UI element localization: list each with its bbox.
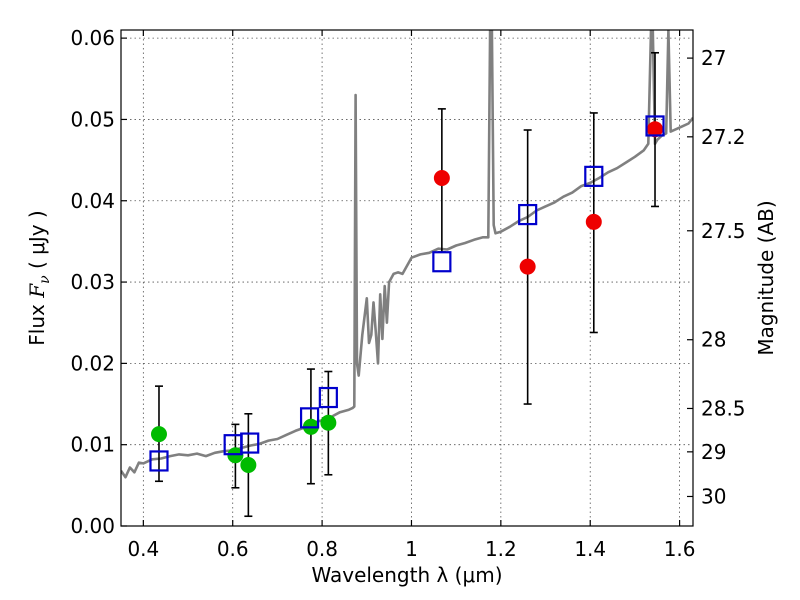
green-data-point	[240, 457, 257, 474]
x-tick-label: 1.6	[664, 537, 696, 561]
data-points	[150, 121, 664, 474]
magnitude-tick-label: 30	[701, 484, 726, 508]
model-band-square	[432, 251, 452, 273]
x-tick-label: 1.4	[574, 537, 606, 561]
model-band-square	[318, 386, 338, 409]
model-band-boxes	[149, 115, 665, 472]
magnitude-tick-label: 29	[701, 440, 726, 464]
y-tick-label: 0.03	[70, 270, 115, 294]
model-band-square	[299, 407, 320, 429]
axis-ticks: 0.4 0.6 0.8 1 1.2 1.4 1.6 0.00 0.01 0.02 0.03 0.04 0…	[70, 26, 745, 561]
green-data-point	[150, 426, 167, 443]
plot-frame	[120, 29, 694, 527]
x-tick-label: 0.8	[306, 537, 338, 561]
x-axis-label: Wavelength λ (μm)	[311, 563, 502, 587]
y-axis-label-left: Flux Fν ( μJy )	[25, 210, 53, 345]
x-tick-label: 1	[405, 537, 418, 561]
magnitude-tick-label: 27	[701, 46, 726, 70]
x-tick-label: 1.2	[485, 537, 517, 561]
model-band-square	[240, 432, 260, 454]
model-band-square	[645, 115, 665, 137]
magnitude-tick-label: 27.2	[701, 125, 746, 149]
x-tick-label: 0.4	[127, 537, 159, 561]
x-tick-label: 0.6	[217, 537, 249, 561]
y-tick-label: 0.02	[70, 351, 115, 375]
model-band-square	[584, 165, 604, 187]
model-band-square	[149, 450, 169, 472]
y-tick-label: 0.05	[70, 107, 115, 131]
magnitude-tick-label: 27.5	[701, 219, 746, 243]
model-band-square	[518, 203, 538, 226]
red-data-point	[433, 169, 450, 186]
red-data-point	[519, 258, 536, 275]
y-tick-label: 0.01	[70, 433, 115, 457]
green-data-point	[320, 414, 337, 431]
red-data-point	[585, 213, 602, 230]
y-tick-label: 0.04	[70, 189, 115, 213]
y-tick-label: 0.06	[70, 26, 115, 50]
y-axis-label-right: Magnitude (AB)	[754, 200, 778, 355]
magnitude-tick-label: 28.5	[701, 396, 746, 420]
magnitude-tick-label: 28	[701, 328, 726, 352]
y-tick-label: 0.00	[70, 514, 115, 538]
